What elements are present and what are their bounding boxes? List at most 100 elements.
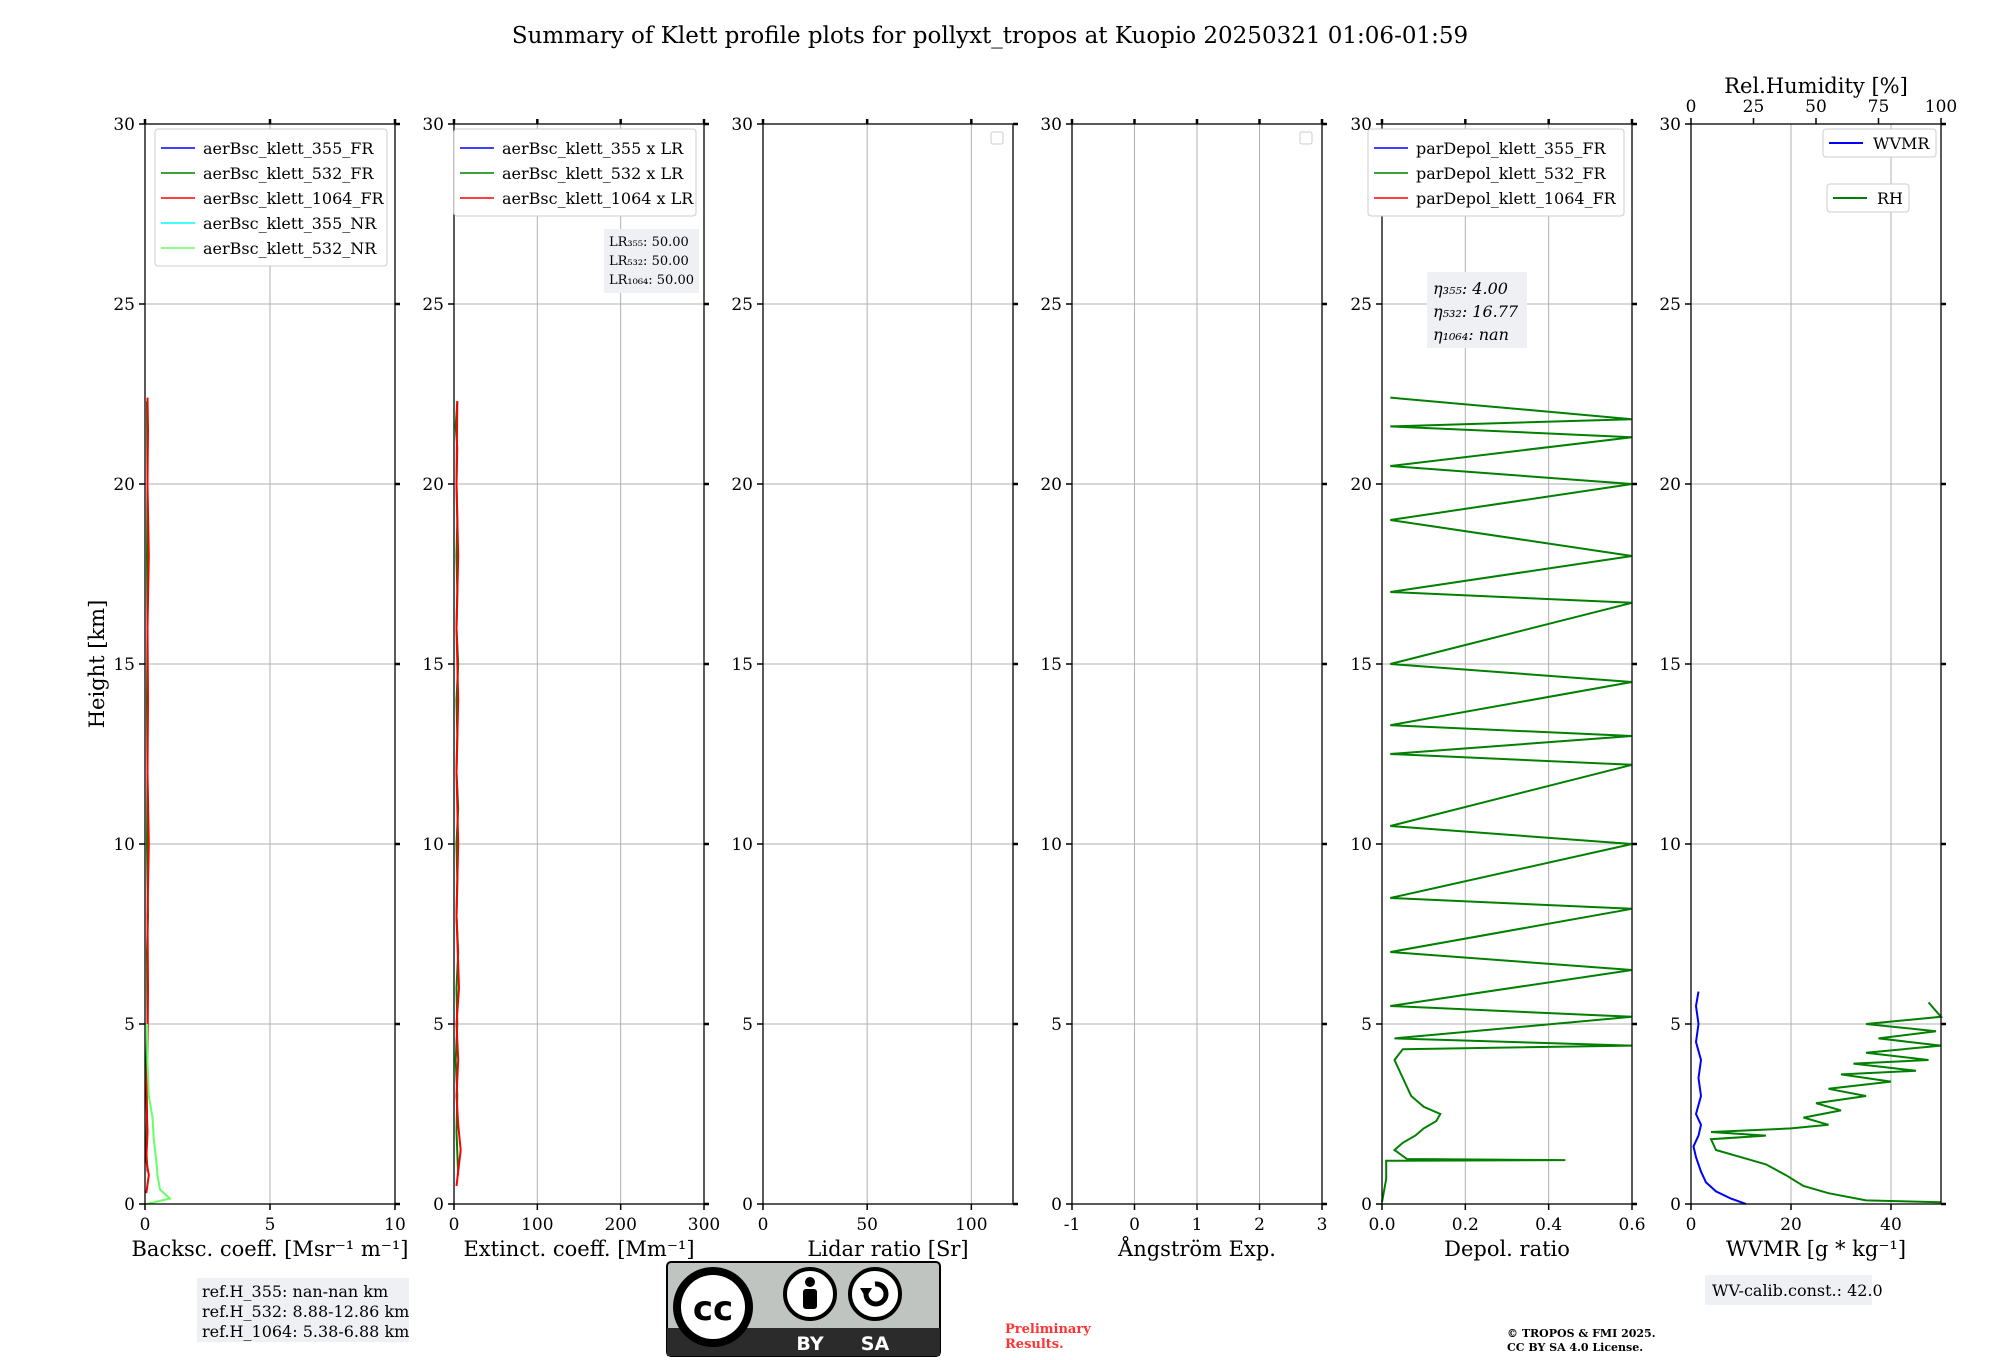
y-tick-label: 5	[742, 1015, 753, 1035]
x-axis-label: WVMR [g * kg⁻¹]	[1726, 1237, 1906, 1261]
legend-label: aerBsc_klett_1064 x LR	[502, 189, 694, 208]
x2-tick-label: 25	[1743, 97, 1765, 117]
x-tick-label: -1	[1064, 1215, 1081, 1235]
x-axis-label: Lidar ratio [Sr]	[807, 1237, 968, 1261]
y-tick-label: 0	[124, 1195, 135, 1215]
copyright-line1: © TROPOS & FMI 2025.	[1507, 1327, 1656, 1340]
y-tick-label: 0	[433, 1195, 444, 1215]
x2-tick-label: 100	[1925, 97, 1957, 117]
y-tick-label: 20	[422, 475, 444, 495]
y-tick-label: 20	[731, 475, 753, 495]
y-tick-label: 15	[1350, 655, 1372, 675]
sa-label: SA	[861, 1333, 890, 1355]
y-tick-label: 15	[422, 655, 444, 675]
wv-calibration-text: WV-calib.const.: 42.0	[1712, 1281, 1883, 1300]
x-tick-label: 0.2	[1452, 1215, 1479, 1235]
share-alike-icon	[848, 1267, 902, 1321]
x-tick-label: 100	[955, 1215, 987, 1235]
x-tick-label: 40	[1880, 1215, 1902, 1235]
series-line-bsc-2	[145, 397, 150, 1194]
y-tick-label: 10	[731, 835, 753, 855]
x-tick-label: 20	[1780, 1215, 1802, 1235]
y-tick-label: 5	[1361, 1015, 1372, 1035]
x2-axis-label: Rel.Humidity [%]	[1724, 74, 1908, 98]
y-tick-label: 0	[742, 1195, 753, 1215]
series-line-wv-0	[1692, 991, 1747, 1205]
x-tick-label: 0	[1686, 1215, 1697, 1235]
reference-height-box	[197, 1278, 409, 1342]
eta-info-line: η₁₀₆₄: nan	[1433, 325, 1509, 344]
wv-calibration-box	[1705, 1275, 1872, 1305]
x-tick-label: 0	[140, 1215, 151, 1235]
legend-label: parDepol_klett_355_FR	[1416, 139, 1607, 158]
series-line-wv-1	[1709, 1001, 1944, 1204]
y-tick-label: 15	[113, 655, 135, 675]
reference-height-line: ref.H_532: 8.88-12.86 km	[202, 1302, 409, 1321]
legend-label: aerBsc_klett_355_FR	[203, 139, 374, 158]
y-tick-label: 15	[1659, 655, 1681, 675]
legend-label: aerBsc_klett_1064_FR	[203, 189, 385, 208]
x-tick-label: 3	[1317, 1215, 1328, 1235]
y-tick-label: 0	[1670, 1195, 1681, 1215]
y-tick-label: 30	[1350, 115, 1372, 135]
y-tick-label: 5	[433, 1015, 444, 1035]
legend-label: aerBsc_klett_355 x LR	[502, 139, 684, 158]
legend-box	[154, 128, 388, 267]
x-tick-label: 2	[1254, 1215, 1265, 1235]
y-tick-label: 25	[422, 295, 444, 315]
y-tick-label: 20	[1659, 475, 1681, 495]
person-icon	[783, 1267, 837, 1321]
legend-box	[1826, 183, 1910, 213]
legend-label: parDepol_klett_1064_FR	[1416, 189, 1617, 208]
y-tick-label: 30	[1659, 115, 1681, 135]
legend-box	[1822, 128, 1937, 158]
x-tick-label: 0.6	[1618, 1215, 1645, 1235]
y-tick-label: 20	[1040, 475, 1062, 495]
y-tick-label: 10	[1040, 835, 1062, 855]
y-tick-label: 0	[1051, 1195, 1062, 1215]
x-tick-label: 50	[856, 1215, 878, 1235]
cc-glyph: cc	[693, 1289, 733, 1329]
reference-height-line: ref.H_355: nan-nan km	[202, 1282, 388, 1301]
lr-info-line: LR₃₅₅: 50.00	[609, 235, 689, 250]
x-tick-label: 5	[265, 1215, 276, 1235]
empty-legend-box	[990, 131, 1004, 145]
lr-info-line: LR₅₃₂: 50.00	[609, 254, 689, 269]
y-tick-label: 0	[1361, 1195, 1372, 1215]
legend-label: aerBsc_klett_532_FR	[203, 164, 374, 183]
y-tick-label: 5	[1670, 1015, 1681, 1035]
y-tick-label: 20	[1350, 475, 1372, 495]
legend-label: aerBsc_klett_532 x LR	[502, 164, 684, 183]
eta-info-line: η₃₅₅: 4.00	[1433, 279, 1508, 298]
x-tick-label: 0.0	[1368, 1215, 1395, 1235]
legend-label: RH	[1877, 189, 1903, 208]
preliminary-note-line2: Results.	[1005, 1337, 1064, 1352]
legend-label: parDepol_klett_532_FR	[1416, 164, 1607, 183]
x-tick-label: 0	[449, 1215, 460, 1235]
y-tick-label: 30	[731, 115, 753, 135]
cc-license-badge[interactable]: cc BY SA	[666, 1261, 941, 1357]
legend-box	[453, 128, 697, 217]
series-line-bsc-4	[146, 1023, 173, 1205]
y-tick-label: 5	[124, 1015, 135, 1035]
y-tick-label: 25	[1040, 295, 1062, 315]
y-tick-label: 30	[422, 115, 444, 135]
by-label: BY	[796, 1333, 823, 1355]
y-tick-label: 10	[113, 835, 135, 855]
x-tick-label: 300	[688, 1215, 720, 1235]
y-tick-label: 25	[1659, 295, 1681, 315]
y-tick-label: 10	[1350, 835, 1372, 855]
x2-tick-label: 75	[1868, 97, 1890, 117]
empty-legend-box	[1299, 131, 1313, 145]
y-tick-label: 10	[422, 835, 444, 855]
y-tick-label: 30	[1040, 115, 1062, 135]
x-axis-label: Depol. ratio	[1444, 1237, 1570, 1261]
x-tick-label: 0.4	[1535, 1215, 1562, 1235]
y-tick-label: 15	[1040, 655, 1062, 675]
